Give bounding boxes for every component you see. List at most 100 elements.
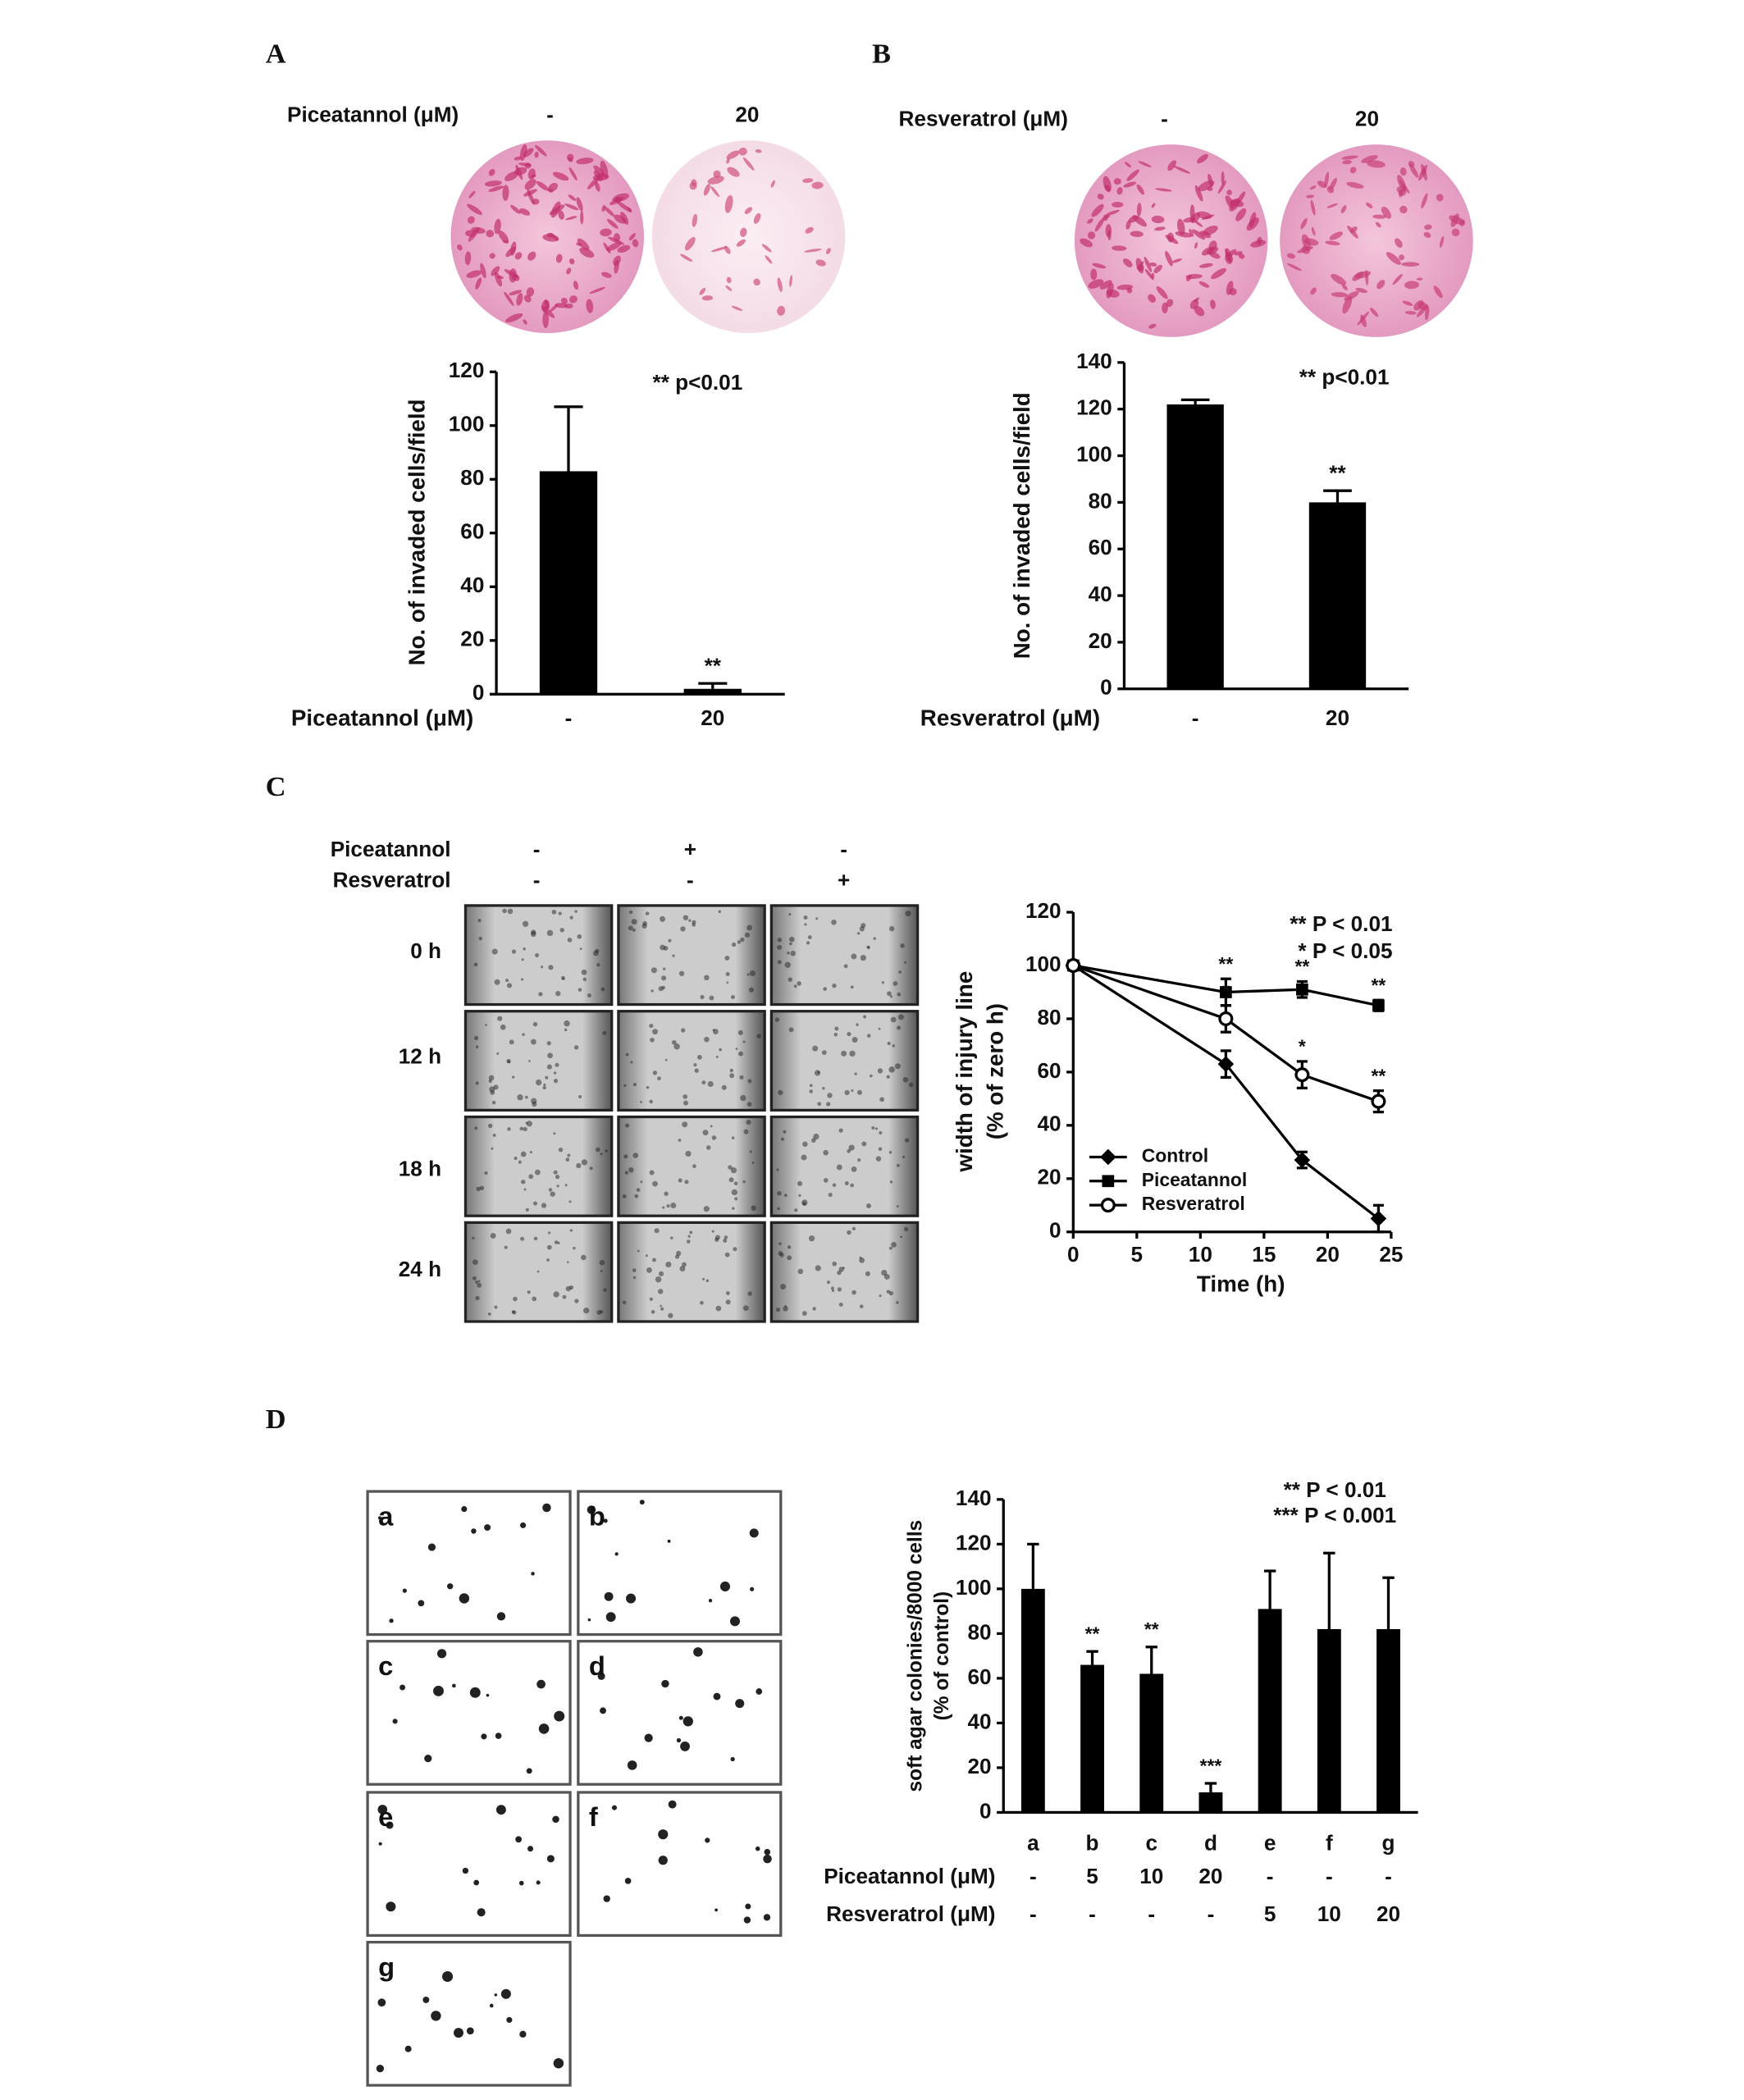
cell bbox=[1166, 299, 1174, 308]
cell bbox=[847, 1230, 851, 1235]
cell bbox=[1189, 299, 1199, 309]
colony bbox=[473, 1879, 480, 1886]
cell bbox=[1404, 281, 1420, 290]
x-tick-label: 25 bbox=[1379, 1242, 1403, 1267]
cell bbox=[873, 937, 876, 940]
cell bbox=[553, 1132, 556, 1135]
cell bbox=[1398, 189, 1407, 196]
cell bbox=[1087, 218, 1093, 224]
cell bbox=[903, 1226, 909, 1232]
cell bbox=[1340, 205, 1347, 214]
cell bbox=[1399, 254, 1405, 261]
cell bbox=[521, 978, 524, 981]
cell bbox=[886, 1075, 890, 1079]
colony bbox=[389, 1618, 394, 1623]
cell bbox=[702, 1130, 709, 1136]
cell bbox=[467, 203, 482, 215]
cell bbox=[542, 311, 550, 328]
cell bbox=[831, 1289, 835, 1293]
cell bbox=[668, 938, 672, 943]
cell bbox=[550, 1191, 555, 1197]
cell bbox=[623, 1084, 627, 1087]
cell bbox=[660, 1304, 662, 1308]
cell bbox=[896, 1301, 899, 1304]
panel-label: A bbox=[266, 38, 286, 69]
cell bbox=[579, 947, 582, 950]
cell bbox=[744, 932, 751, 938]
cell bbox=[689, 182, 697, 190]
cell bbox=[552, 171, 569, 181]
colony bbox=[500, 1988, 511, 1999]
cell bbox=[514, 252, 523, 260]
cell bbox=[739, 1075, 744, 1080]
cell bbox=[747, 1291, 752, 1296]
cell bbox=[834, 1026, 839, 1031]
cell bbox=[480, 262, 486, 279]
cell bbox=[770, 180, 776, 188]
micrograph bbox=[617, 1221, 766, 1323]
cell bbox=[681, 1028, 686, 1033]
x-axis-title: Piceatannol (μM) bbox=[291, 705, 473, 731]
marker bbox=[1371, 1093, 1386, 1109]
cell bbox=[1286, 253, 1296, 259]
colony bbox=[667, 1539, 671, 1543]
cell bbox=[842, 1267, 845, 1269]
cell bbox=[516, 293, 523, 306]
cell bbox=[790, 950, 796, 956]
significance: * bbox=[1222, 979, 1230, 1001]
cell bbox=[532, 1296, 537, 1302]
cell bbox=[825, 1102, 831, 1107]
table-cell: - bbox=[1089, 1901, 1096, 1926]
treatment-label: Resveratrol (μM) bbox=[899, 107, 1068, 131]
cell bbox=[854, 1072, 857, 1075]
cell bbox=[1421, 193, 1428, 209]
cell bbox=[476, 1186, 481, 1192]
colony bbox=[743, 1916, 751, 1924]
colony bbox=[614, 1552, 619, 1556]
cell bbox=[1329, 177, 1337, 190]
cell bbox=[587, 993, 591, 998]
table-cell: - bbox=[1030, 1864, 1037, 1888]
cell bbox=[761, 244, 772, 253]
cell bbox=[710, 185, 720, 198]
cell bbox=[888, 1290, 893, 1296]
y-tick-label: 80 bbox=[1037, 1005, 1061, 1029]
cell bbox=[797, 1180, 803, 1186]
x-tick-label: 20 bbox=[1326, 705, 1349, 730]
cell bbox=[700, 994, 705, 1000]
cell bbox=[535, 1079, 542, 1086]
cell bbox=[742, 1305, 749, 1312]
cell bbox=[905, 911, 911, 917]
cell bbox=[703, 184, 710, 196]
cell bbox=[596, 1147, 600, 1153]
cell bbox=[1386, 252, 1401, 265]
colony bbox=[442, 1970, 454, 1982]
cell bbox=[1136, 203, 1142, 217]
x-tick-label: - bbox=[1192, 705, 1199, 730]
bar bbox=[1258, 1609, 1282, 1813]
cell bbox=[1171, 258, 1182, 263]
cell bbox=[844, 1181, 849, 1185]
cell bbox=[742, 1180, 746, 1184]
cell bbox=[821, 1050, 827, 1056]
colony bbox=[693, 1647, 703, 1657]
row-label: Piceatannol bbox=[331, 837, 451, 861]
cell bbox=[753, 278, 760, 286]
image-letter: b bbox=[589, 1500, 605, 1531]
cell bbox=[1399, 167, 1407, 176]
cell bbox=[512, 1310, 517, 1315]
sign-label: - bbox=[840, 837, 847, 861]
cell bbox=[507, 1060, 511, 1064]
cell bbox=[562, 1294, 567, 1299]
cell bbox=[1344, 291, 1359, 301]
cell bbox=[1360, 314, 1367, 327]
bar bbox=[1139, 1673, 1164, 1813]
cell bbox=[704, 1036, 710, 1043]
cell bbox=[1167, 160, 1176, 171]
colony bbox=[466, 2027, 474, 2035]
cell bbox=[777, 944, 783, 950]
cell bbox=[802, 1141, 808, 1148]
cell bbox=[576, 197, 583, 212]
colony bbox=[427, 1543, 436, 1551]
cell bbox=[1198, 262, 1213, 268]
